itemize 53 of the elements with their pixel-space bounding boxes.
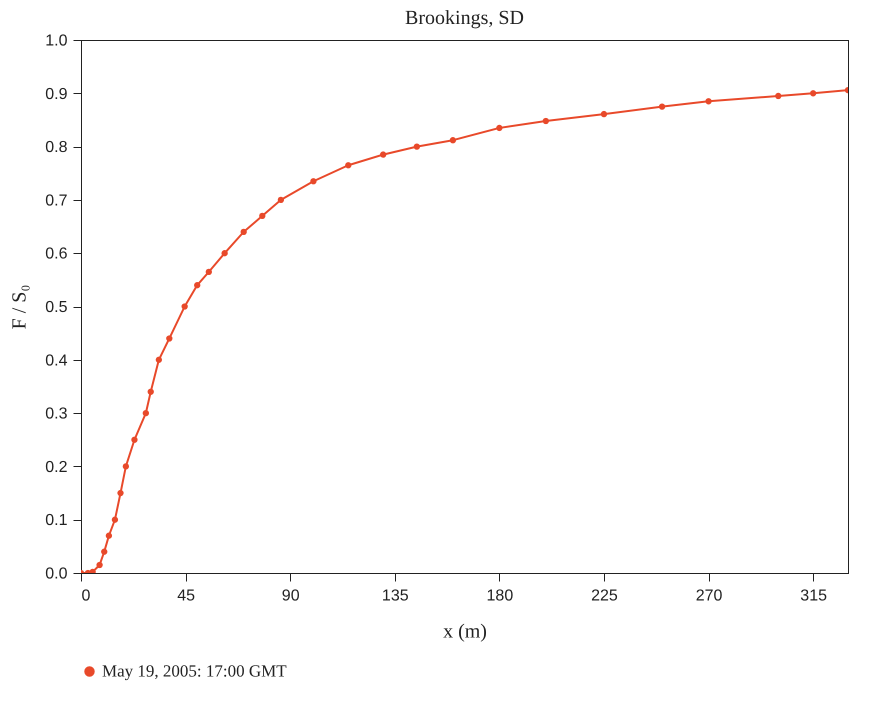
point: [131, 436, 138, 443]
point: [705, 98, 712, 104]
point: [148, 388, 154, 395]
y-tick-label: 0.2: [45, 458, 68, 476]
x-tick-label: 315: [800, 588, 828, 604]
x-tick-label: 135: [382, 588, 409, 604]
point: [310, 178, 317, 184]
y-tick-label: 0.6: [45, 246, 68, 263]
point: [450, 137, 456, 144]
y-tick-label: 0.4: [45, 352, 68, 370]
y-tick-label: 0.3: [45, 406, 68, 423]
point: [206, 268, 212, 276]
x-tick-label: 180: [486, 588, 514, 604]
point: [101, 548, 108, 555]
y-tick-label: 0.1: [45, 512, 68, 530]
point: [182, 303, 188, 310]
point: [345, 162, 352, 168]
point: [122, 463, 130, 470]
y-tick-label: 0.9: [45, 86, 68, 103]
x-tick-label: 90: [282, 588, 300, 604]
point: [166, 335, 172, 342]
point: [142, 410, 150, 416]
point: [112, 516, 118, 523]
point: [278, 196, 284, 204]
point: [240, 228, 247, 236]
point: [156, 356, 162, 363]
point: [414, 143, 420, 150]
chart-title: Brookings, SD: [405, 7, 524, 29]
point: [117, 490, 124, 496]
point: [810, 90, 816, 96]
legend-label: May 19, 2005: 17:00 GMT: [102, 662, 288, 680]
point: [259, 212, 266, 220]
point: [658, 103, 666, 110]
point: [221, 250, 228, 256]
y-axis-title: F / S₀: [8, 284, 30, 330]
x-tick-label: 225: [591, 588, 618, 604]
point: [194, 282, 200, 288]
point: [380, 151, 386, 158]
point: [496, 124, 503, 132]
y-tick-label: 1.0: [45, 32, 68, 50]
point: [600, 110, 608, 118]
x-axis-title: x (m): [443, 620, 487, 642]
x-tick-label: 270: [696, 588, 722, 604]
point: [775, 92, 782, 100]
y-tick-label: 0.8: [45, 139, 68, 156]
y-tick-label: 0.5: [45, 299, 68, 316]
point: [542, 118, 550, 124]
y-tick-label: 0.0: [45, 566, 68, 582]
x-tick-label: 45: [177, 588, 196, 604]
point: [106, 532, 112, 539]
point: [96, 562, 103, 568]
x-tick-label: 0: [82, 588, 90, 604]
y-tick-label: 0.7: [45, 192, 68, 210]
